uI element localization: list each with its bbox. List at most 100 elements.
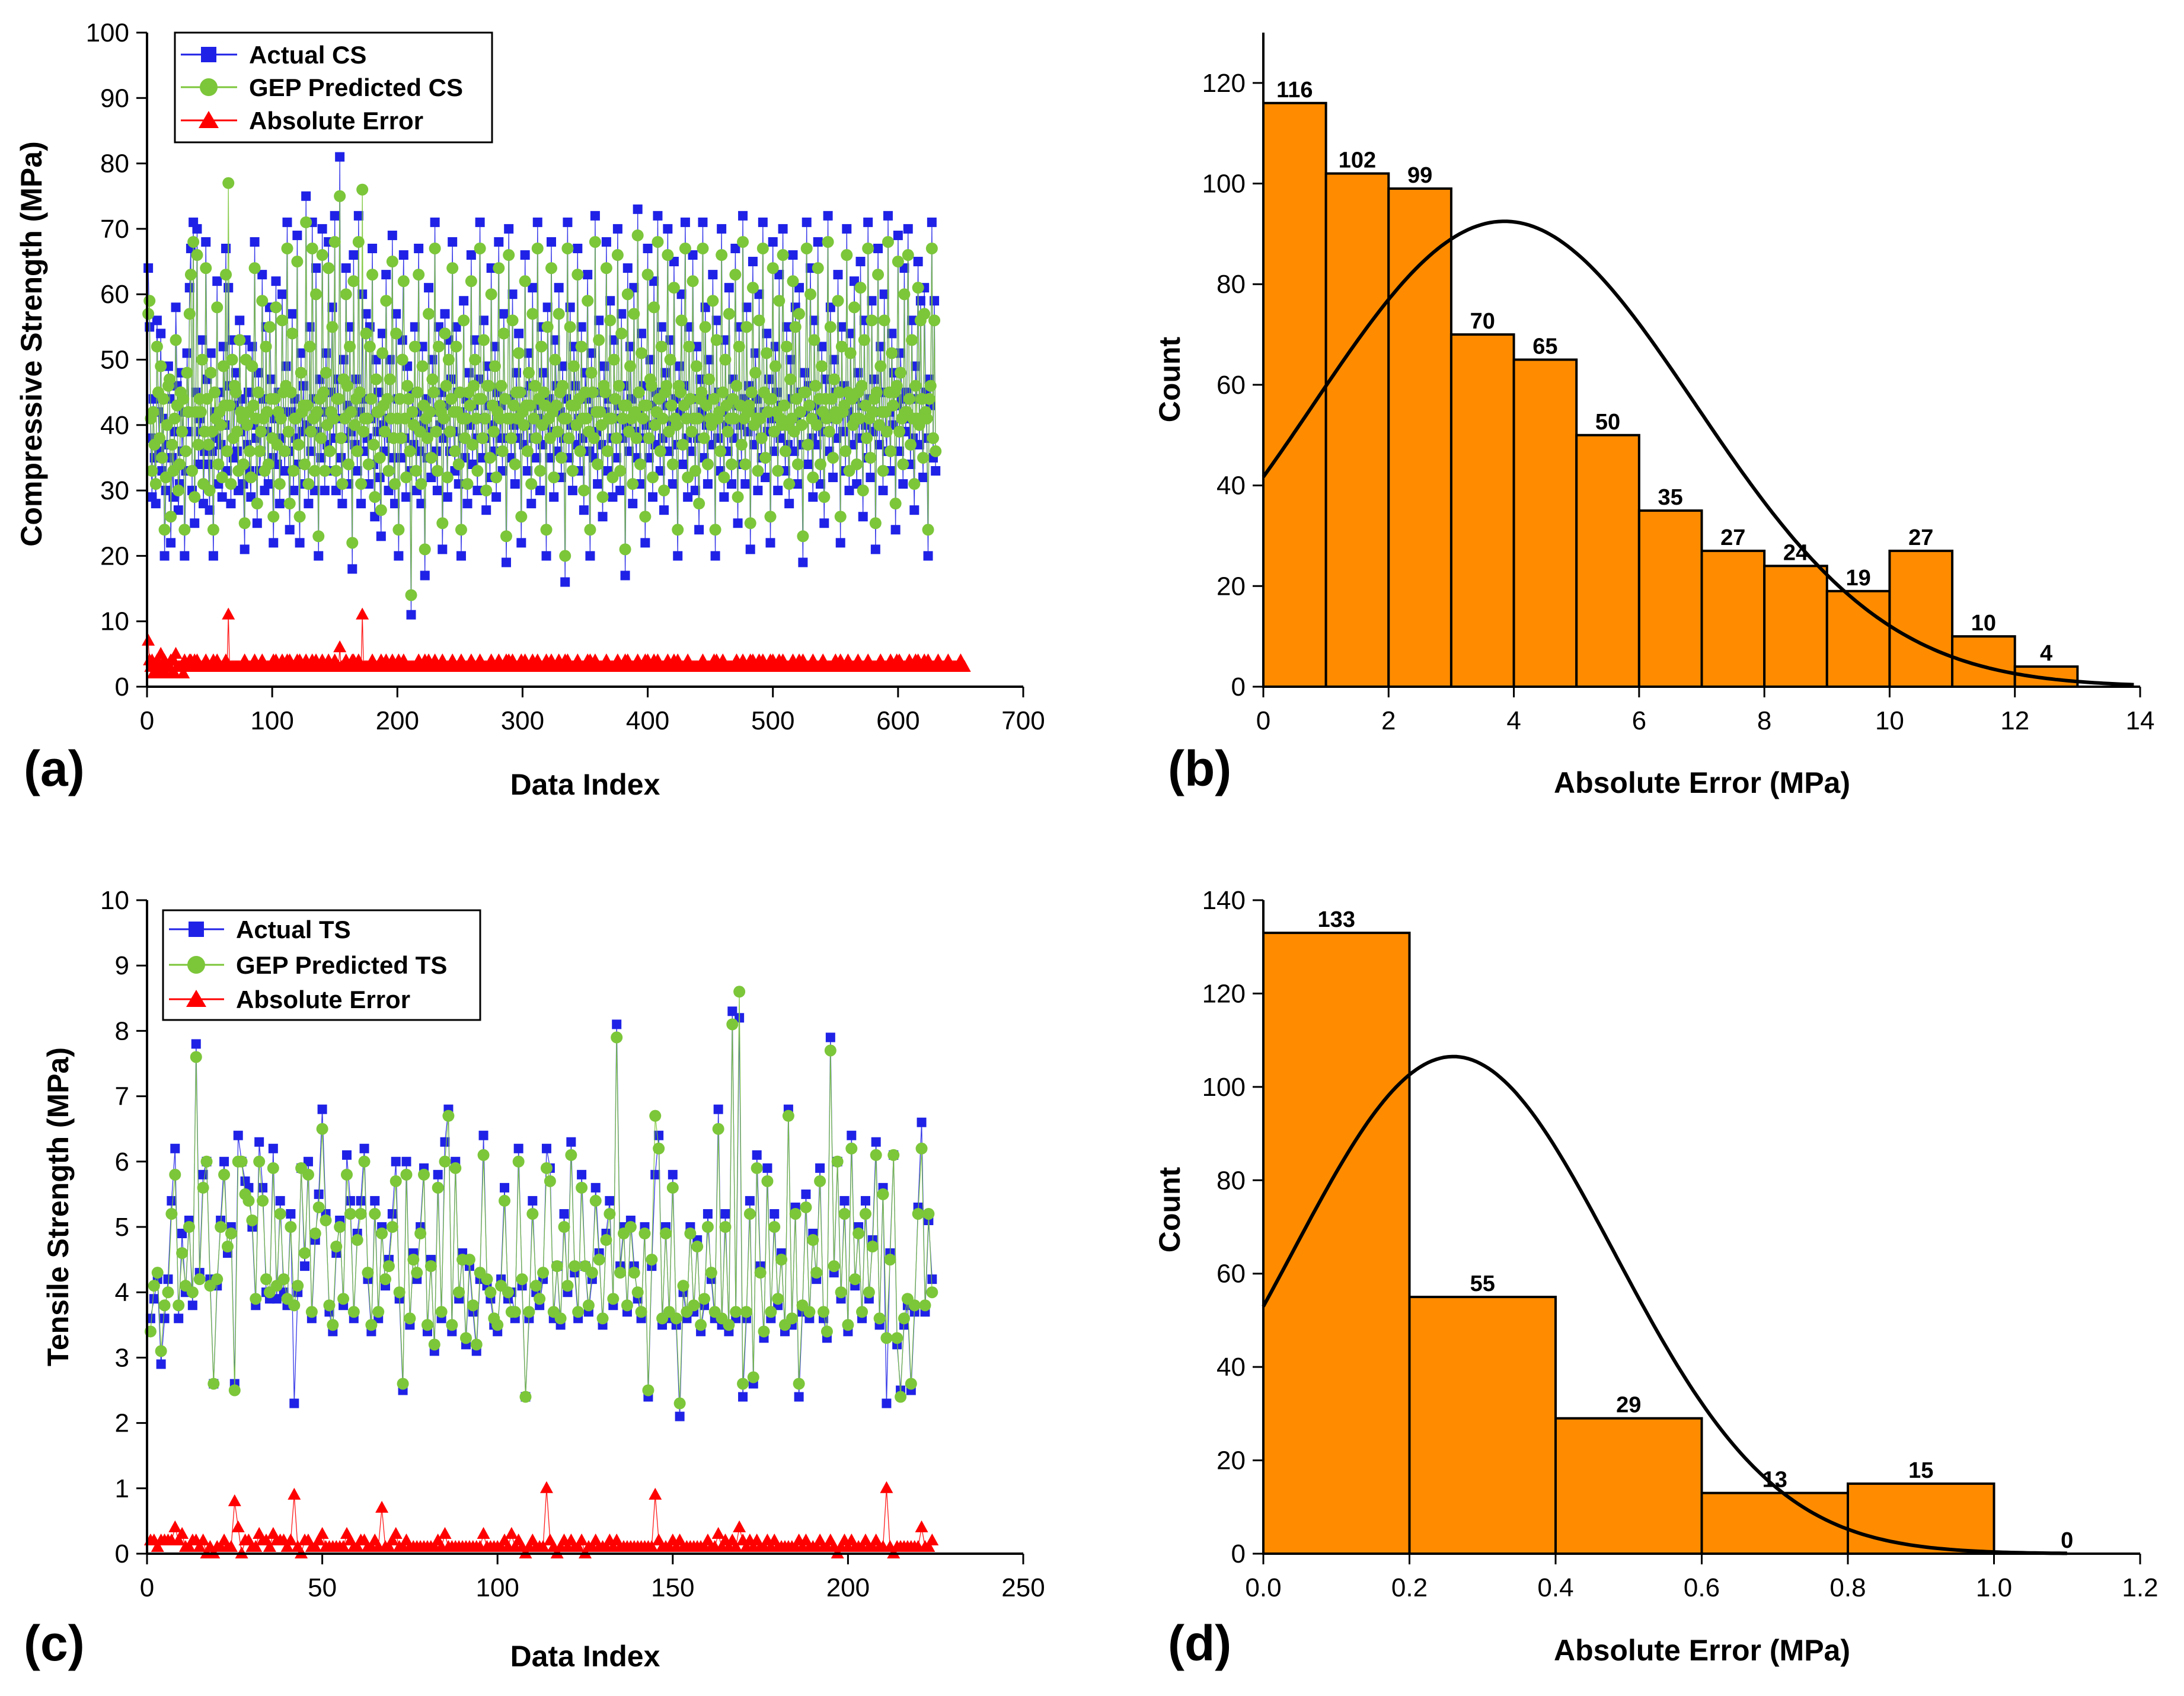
panel-a-point-circle [621, 288, 634, 301]
panel-b-bar [1700, 549, 1766, 688]
panel-b-bar [1324, 172, 1390, 688]
panel-c-point-square [769, 1209, 780, 1219]
panel-a-point-circle [293, 511, 306, 523]
panel-c-point-circle [754, 1267, 767, 1279]
panel-c-point-square [500, 1182, 510, 1193]
panel-a-point-circle [925, 242, 938, 254]
panel-a-point-circle [248, 262, 261, 275]
panel-a-point-square [356, 499, 366, 509]
panel-a-point-circle [156, 451, 168, 464]
panel-c-point-circle [523, 1306, 535, 1318]
panel-c-point-circle [165, 1207, 178, 1220]
panel-c-point-circle [526, 1207, 539, 1220]
panel-c-y-tick-label: 4 [115, 1278, 129, 1307]
panel-a-point-circle [917, 451, 930, 464]
panel-a-point-square [554, 283, 564, 293]
panel-a-point-circle [177, 393, 190, 405]
panel-a-point-square [159, 551, 170, 561]
panel-c-point-circle [470, 1338, 483, 1351]
panel-c-point-square [275, 1196, 285, 1206]
panel-a-point-square [352, 466, 362, 476]
panel-c-point-circle [519, 1391, 532, 1403]
panel-a-point-circle [613, 380, 625, 392]
panel-a-point-square [557, 361, 567, 371]
panel-a-point-square [909, 505, 919, 515]
panel-a-point-circle [580, 412, 593, 425]
panel-a-point-square [867, 296, 877, 306]
panel-a-point-square [753, 486, 763, 496]
panel-c-point-circle [414, 1228, 427, 1240]
panel-a-point-circle [596, 491, 609, 503]
panel-c-point-circle [305, 1306, 318, 1318]
panel-a-point-circle [701, 458, 714, 470]
panel-c-point-circle [309, 1228, 321, 1240]
panel-a-point-circle [636, 347, 648, 359]
panel-a-point-square [876, 342, 886, 352]
panel-a-point-circle [168, 412, 181, 425]
panel-a-point-circle [200, 262, 212, 275]
panel-c-point-triangle [438, 1526, 452, 1539]
panel-a-point-circle [429, 242, 441, 254]
panel-a-point-circle [729, 269, 742, 281]
panel-c-point-square [668, 1169, 678, 1179]
panel-a-point-square [608, 492, 618, 502]
panel-c-point-square [268, 1143, 278, 1153]
panel-a-point-circle [882, 235, 894, 248]
panel-a-point-square [655, 466, 665, 476]
panel-a-point-square [628, 499, 638, 509]
panel-a-point-circle [311, 406, 324, 418]
panel-a-point-circle [548, 471, 560, 484]
panel-a-point-circle [212, 458, 225, 470]
panel-c-point-triangle [224, 1539, 238, 1552]
panel-a-point-square [247, 342, 257, 352]
panel-a-point-circle [370, 373, 382, 385]
panel-c-point-circle [915, 1142, 928, 1155]
panel-c-point-circle [173, 1299, 185, 1312]
panel-c-point-circle [701, 1221, 714, 1233]
panel-a-point-square [456, 551, 466, 561]
panel-a-point-square [648, 492, 658, 502]
panel-c-point-square [187, 1300, 197, 1311]
panel-a-point-circle [803, 399, 815, 412]
panel-a-point-square [711, 315, 721, 326]
panel-c-point-triangle [315, 1526, 329, 1539]
panel-a-point-square [727, 479, 737, 489]
panel-a-scatter-compressive: 0 100 200 300 400 500 600 700 0 10 20 30 40 50 60 70 80 9… [15, 18, 1045, 801]
panel-a-point-square [152, 315, 162, 326]
panel-d-y-axis-label: Count [1153, 1166, 1186, 1252]
panel-a-point-square [622, 263, 633, 273]
panel-a-point-circle [341, 380, 353, 392]
panel-a-point-circle [887, 399, 899, 412]
panel-a-point-circle [541, 321, 554, 333]
panel-a-point-circle [223, 399, 236, 412]
panel-a-point-circle [500, 530, 512, 543]
panel-a-point-circle [832, 295, 844, 307]
panel-a-point-circle [283, 498, 296, 510]
panel-c-point-circle [221, 1241, 234, 1253]
panel-c-point-circle [635, 1306, 647, 1318]
panel-a-point-circle [802, 438, 814, 451]
panel-a-point-square [751, 348, 761, 358]
panel-a-point-circle [755, 432, 768, 444]
panel-c-point-square [163, 1274, 173, 1284]
panel-a-point-square [567, 486, 577, 496]
panel-c-point-circle [786, 1312, 798, 1325]
panel-a-point-circle [526, 308, 539, 320]
panel-a-point-square [398, 250, 408, 260]
panel-a-point-square [668, 479, 678, 489]
panel-a-point-circle [810, 419, 823, 431]
panel-a-point-circle [382, 465, 395, 477]
panel-a-point-circle [652, 235, 664, 248]
panel-c-point-circle [211, 1273, 223, 1286]
panel-a-point-circle [619, 543, 631, 556]
panel-c-point-circle [691, 1241, 704, 1253]
panel-a-point-circle [506, 314, 519, 327]
panel-a-point-circle [567, 360, 580, 372]
panel-c-point-square [528, 1196, 538, 1206]
panel-a-point-square [481, 505, 491, 515]
panel-a-point-circle [828, 373, 841, 385]
panel-a-point-circle [698, 432, 710, 444]
panel-b-x-tick-label: 4 [1506, 706, 1521, 735]
panel-a-point-square [252, 518, 262, 528]
panel-c-point-circle [898, 1312, 910, 1325]
